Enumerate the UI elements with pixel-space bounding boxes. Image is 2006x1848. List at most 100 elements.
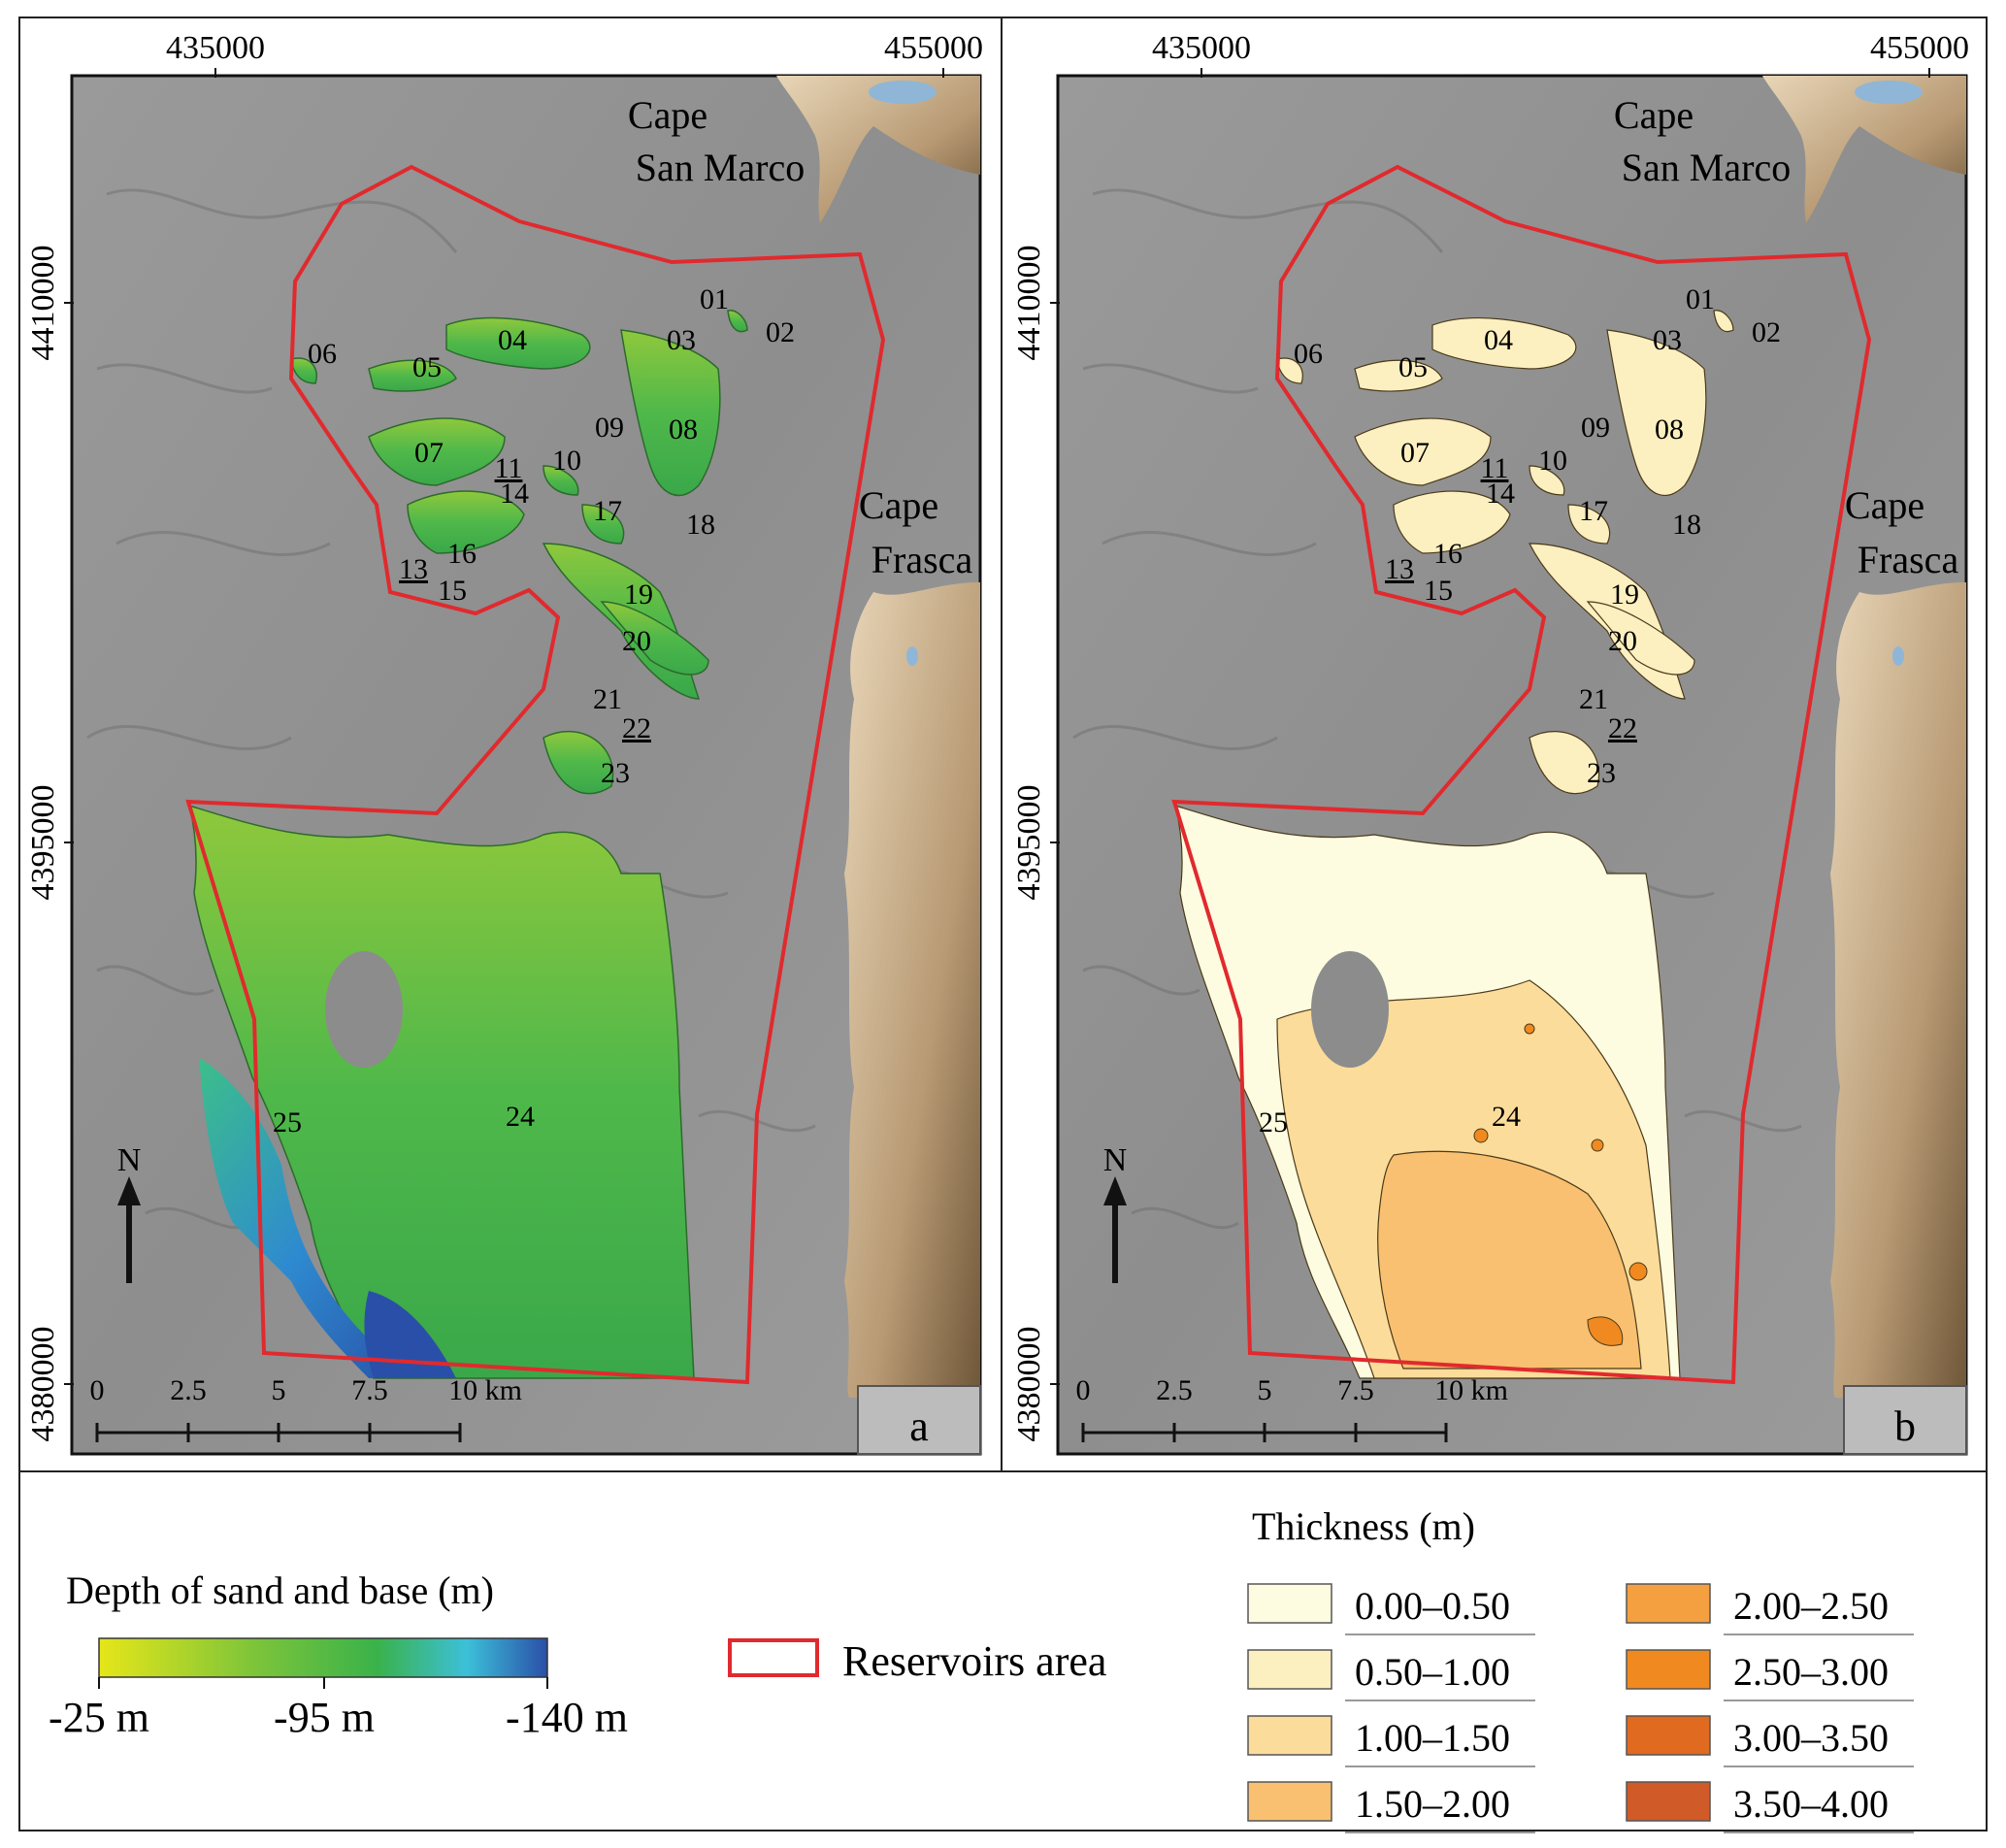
- reservoir-label: 07: [1400, 437, 1430, 469]
- reservoir-label: 03: [1653, 324, 1682, 356]
- reservoir-label: 09: [595, 412, 624, 444]
- reservoir-label: 21: [1579, 683, 1608, 715]
- reservoir-label: 06: [1294, 338, 1323, 370]
- reservoir-label: 06: [308, 338, 337, 370]
- legend-thickness-swatch: [1247, 1781, 1332, 1822]
- legend-thickness-label: 0.50–1.00: [1355, 1650, 1510, 1694]
- reservoir-label: 17: [593, 495, 622, 527]
- reservoir-label: 01: [700, 283, 729, 315]
- thickness-north-b: [1276, 310, 1734, 795]
- land-san-marco-a: [776, 76, 980, 223]
- reservoir-label: 05: [412, 351, 442, 383]
- pond-b2: [1892, 646, 1904, 666]
- scale-label-b-1: 2.5: [1156, 1374, 1193, 1406]
- land-frasca-b: [1830, 582, 1966, 1398]
- reservoir-label: 05: [1398, 351, 1428, 383]
- reservoir-label: 10: [1538, 445, 1567, 477]
- north-arrow-a: N: [117, 1142, 142, 1283]
- legend-thickness-swatch: [1626, 1715, 1711, 1756]
- reservoir-labels-b: 01 02 03 04 05 06 07 08 09 10 11 13 14 15 16 17 18 19 2021…: [1259, 283, 1781, 1138]
- scale-label-a-1: 2.5: [170, 1374, 207, 1406]
- x-tick-label-a-2: 455000: [884, 30, 983, 66]
- legend-depth-stop-2: -95 m: [274, 1694, 375, 1741]
- legend-thickness-swatch: [1247, 1715, 1332, 1756]
- reservoir-boundary-a[interactable]: [185, 164, 886, 1385]
- reservoir-label: 15: [438, 575, 467, 607]
- reservoir-label: 19: [624, 578, 653, 610]
- thickness-spots-b: [1473, 1023, 1648, 1346]
- reservoir-label: 14: [500, 478, 529, 510]
- panel-letter-a: a: [909, 1402, 929, 1450]
- reservoir-label: 22: [622, 712, 651, 744]
- legend-reservoir-label: Reservoirs area: [842, 1637, 1106, 1685]
- place-cape-san-marco-2-b: San Marco: [1622, 146, 1791, 189]
- reservoir-label: 24: [1492, 1101, 1521, 1133]
- reservoir-label: 01: [1686, 283, 1715, 315]
- pond-a: [869, 81, 937, 104]
- legend-thickness-label: 3.00–3.50: [1733, 1716, 1889, 1760]
- north-arrow-b: N: [1103, 1142, 1128, 1283]
- legend-depth-stop-1: -25 m: [49, 1694, 149, 1741]
- reservoir-label: 18: [686, 509, 715, 541]
- reservoir-label: 16: [1433, 538, 1463, 570]
- reservoir-label: 25: [273, 1106, 302, 1138]
- reservoir-label: 09: [1581, 412, 1610, 444]
- y-tick-label-b-1: 4410000: [1011, 246, 1047, 361]
- legend-depth-title: Depth of sand and base (m): [66, 1568, 494, 1612]
- north-label-b: N: [1103, 1142, 1128, 1178]
- reservoir-labels-a: 01 02 03 04 05 06 07 08 09 10 11 13 14 15 16 17 18 19 2021…: [273, 283, 795, 1138]
- reservoir-label: 02: [766, 316, 795, 348]
- reservoir-label: 24: [506, 1101, 535, 1133]
- land-san-marco-b: [1762, 76, 1966, 223]
- pond-b: [1855, 81, 1923, 104]
- reservoir-label: 22: [1608, 712, 1637, 744]
- legend-thickness-label: 2.50–3.00: [1733, 1650, 1889, 1694]
- y-tick-label-b-2: 4395000: [1011, 785, 1047, 901]
- reservoir-label: 14: [1486, 478, 1515, 510]
- reservoir-label: 19: [1610, 578, 1639, 610]
- scale-bar-a: [95, 1423, 462, 1442]
- land-frasca-a: [844, 582, 980, 1398]
- x-tick-label-b-2: 455000: [1870, 30, 1969, 66]
- legend-thickness-classes: 0.00–0.50 0.50–1.00 1.00–1.50 1.50–2.00 2.00…: [1247, 1583, 1914, 1833]
- reservoir-label: 23: [1587, 757, 1616, 789]
- panel-letter-box-a: [857, 1385, 981, 1455]
- legend-thickness-label: 1.00–1.50: [1355, 1716, 1510, 1760]
- place-cape-frasca-1-a: Cape: [859, 483, 938, 527]
- panel-letter-box-b: [1843, 1385, 1967, 1455]
- reservoir-label: 08: [669, 413, 698, 446]
- reservoir-boundary-b[interactable]: [1171, 164, 1872, 1385]
- scale-label-b-2: 5: [1258, 1374, 1272, 1406]
- reservoir-label: 21: [593, 683, 622, 715]
- legend-thickness-swatch: [1626, 1649, 1711, 1690]
- thickness-band-2-b: [1377, 1150, 1642, 1370]
- reservoir-label: 08: [1655, 413, 1684, 446]
- place-cape-san-marco-1-a: Cape: [628, 93, 707, 137]
- scale-label-a-4: 10 km: [448, 1374, 522, 1406]
- reservoir-label: 13: [1385, 553, 1414, 585]
- sand-south-a: [187, 804, 695, 1379]
- legend-thickness-swatch: [1247, 1583, 1332, 1624]
- reservoir-label: 13: [399, 553, 428, 585]
- pond-a2: [906, 646, 918, 666]
- axis-ticks-a: [64, 68, 944, 1385]
- x-tick-label-a-1: 435000: [166, 30, 265, 66]
- axis-ticks-b: [1050, 68, 1930, 1385]
- legend-thickness-swatch: [1247, 1649, 1332, 1690]
- legend-thickness-swatch: [1626, 1781, 1711, 1822]
- panel-a: 435000 455000 4410000 4395000 4380000 Ca…: [25, 30, 983, 1456]
- reservoir-label: 03: [667, 324, 696, 356]
- reservoir-label: 04: [1484, 324, 1513, 356]
- place-cape-frasca-1-b: Cape: [1845, 483, 1924, 527]
- y-tick-label-a-3: 4380000: [25, 1327, 61, 1442]
- y-tick-label-a-2: 4395000: [25, 785, 61, 901]
- reservoir-label: 20: [1608, 625, 1637, 657]
- reservoir-label: 11: [495, 452, 523, 484]
- reservoir-label: 11: [1481, 452, 1509, 484]
- north-label-a: N: [117, 1142, 142, 1178]
- scale-label-b-0: 0: [1076, 1374, 1091, 1406]
- scale-bar-b: [1081, 1423, 1448, 1442]
- scale-label-b-3: 7.5: [1337, 1374, 1374, 1406]
- reservoir-label: 25: [1259, 1106, 1288, 1138]
